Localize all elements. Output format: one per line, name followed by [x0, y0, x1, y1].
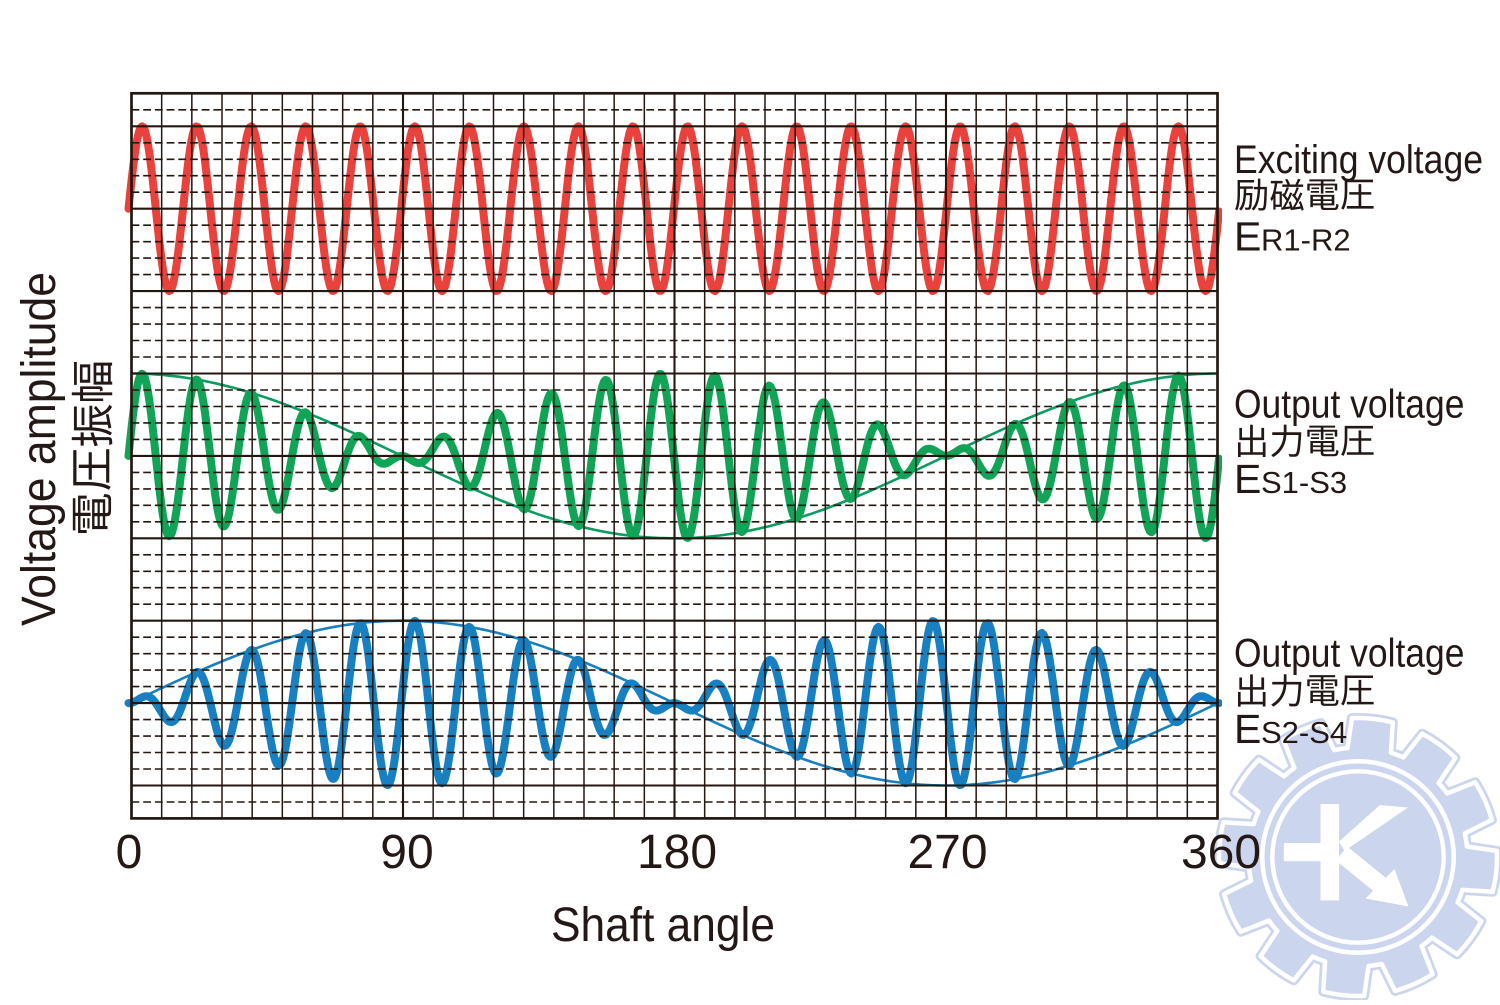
svg-text:Shaft angle: Shaft angle: [551, 899, 775, 952]
svg-text:Output voltage: Output voltage: [1234, 383, 1464, 427]
svg-text:S2-S4: S2-S4: [1261, 715, 1347, 750]
svg-text:90: 90: [380, 826, 433, 879]
svg-text:Output voltage: Output voltage: [1234, 632, 1464, 676]
svg-text:180: 180: [637, 826, 717, 879]
svg-text:S1-S3: S1-S3: [1261, 465, 1347, 500]
svg-text:Exciting voltage: Exciting voltage: [1234, 138, 1483, 182]
svg-text:R1-R2: R1-R2: [1261, 223, 1351, 258]
svg-text:360: 360: [1181, 826, 1261, 879]
svg-text:270: 270: [907, 826, 987, 879]
svg-text:Voltage amplitude: Voltage amplitude: [13, 272, 66, 626]
svg-text:E: E: [1234, 214, 1261, 260]
svg-text:0: 0: [116, 826, 143, 879]
svg-text:E: E: [1234, 706, 1261, 752]
svg-text:E: E: [1234, 456, 1261, 502]
